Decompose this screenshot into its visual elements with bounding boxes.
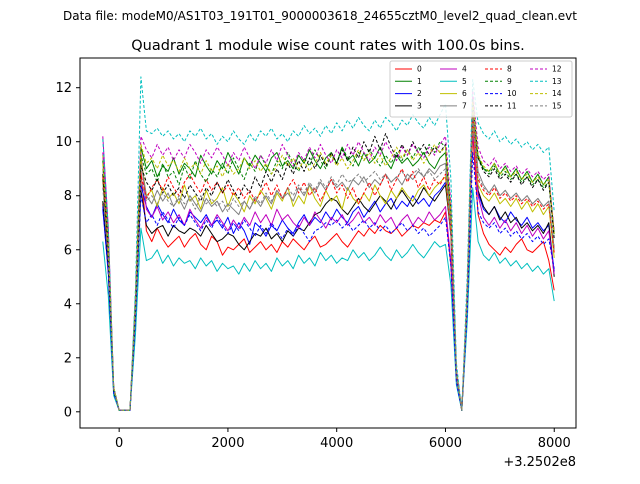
legend-label-3: 3 [417,101,422,110]
x-axis: 0 2000 4000 6000 8000 [115,428,571,451]
series-layer [102,76,555,411]
legend-label-4: 4 [462,65,467,74]
axes-frame [79,57,577,429]
y-tick-label: 2 [64,351,72,366]
legend-label-2: 2 [417,89,422,98]
series-line-14 [102,100,555,411]
x-axis-offset-label: +3.2502e8 [503,455,576,470]
y-tick-label: 12 [55,81,72,96]
series-line-10 [102,152,555,411]
series-line-8 [102,114,555,411]
figure-suptitle: Data file: modeM0/AS1T03_191T01_90000036… [63,9,577,23]
legend-label-12: 12 [552,65,562,74]
x-tick-label: 4000 [320,436,353,451]
series-line-15 [102,116,555,411]
series-line-13 [102,76,555,411]
legend-label-14: 14 [552,89,562,98]
legend-label-8: 8 [507,65,512,74]
chart-title: Quadrant 1 module wise count rates with … [131,38,525,54]
legend-label-5: 5 [462,77,467,86]
y-tick-label: 10 [55,135,72,150]
series-line-0 [102,133,555,411]
legend-label-10: 10 [507,89,517,98]
y-tick-label: 4 [64,297,72,312]
x-tick-label: 8000 [538,436,571,451]
x-tick-label: 2000 [211,436,244,451]
legend-label-9: 9 [507,77,512,86]
legend-label-1: 1 [417,77,422,86]
x-tick-label: 6000 [429,436,462,451]
legend-label-0: 0 [417,65,422,74]
x-tick-label: 0 [115,436,123,451]
legend-label-7: 7 [462,101,467,110]
y-tick-label: 8 [64,189,72,204]
y-tick-label: 0 [64,405,72,420]
legend-label-13: 13 [552,77,562,86]
legend-label-6: 6 [462,89,467,98]
series-line-4 [102,127,555,411]
legend-frame [389,60,573,118]
y-tick-label: 6 [64,243,72,258]
y-axis: 0 2 4 6 8 10 12 [55,81,80,420]
legend-label-11: 11 [507,101,517,110]
legend-label-15: 15 [552,101,562,110]
series-line-6 [102,119,555,411]
series-line-3 [102,119,555,411]
series-line-5 [102,187,555,411]
